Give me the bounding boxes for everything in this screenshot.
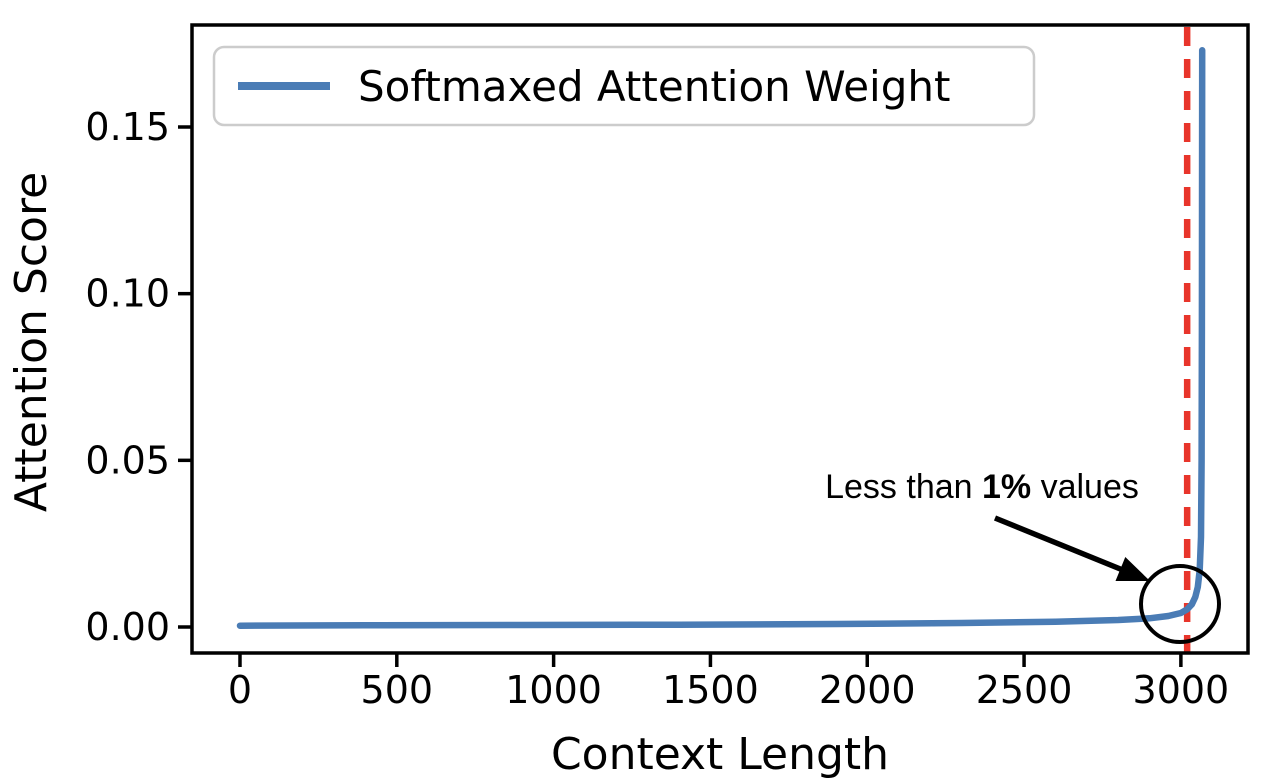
ticks-layer: 0 500 1000 1500 2000 2500 3000 0.00 0.05 0.10 0.15 <box>85 105 1229 712</box>
y-tick-label: 0.15 <box>85 105 170 149</box>
x-tick-label: 2000 <box>819 668 916 712</box>
y-tick-label: 0.10 <box>85 272 170 316</box>
annotation-group: Less than 1% values <box>825 468 1221 644</box>
legend-entry-label: Softmaxed Attention Weight <box>358 62 950 111</box>
x-axis-label: Context Length <box>551 729 889 780</box>
x-tick-label: 0 <box>228 668 252 712</box>
x-tick-label: 1000 <box>505 668 602 712</box>
y-axis-label: Attention Score <box>6 172 57 512</box>
x-tick-label: 1500 <box>662 668 759 712</box>
x-tick-label: 500 <box>361 668 434 712</box>
highlight-circle <box>1139 564 1221 644</box>
plot-border <box>190 23 1250 655</box>
annotation-text-prefix: Less than <box>825 468 982 506</box>
y-tick-label: 0.00 <box>85 605 170 649</box>
annotation-arrow-shaft <box>993 515 1126 574</box>
annotation-text-bold: 1% <box>982 468 1031 506</box>
y-tick-label: 0.05 <box>85 438 170 482</box>
legend: Softmaxed Attention Weight <box>212 45 1036 127</box>
attention-curve <box>236 47 1206 629</box>
annotation-arrow-head <box>1115 557 1150 581</box>
annotation-text-suffix: values <box>1031 468 1139 506</box>
x-tick-label: 3000 <box>1133 668 1230 712</box>
annotation-text: Less than 1% values <box>825 468 1139 506</box>
x-tick-label: 2500 <box>976 668 1073 712</box>
series-layer <box>236 47 1206 629</box>
legend-box <box>212 45 1036 127</box>
